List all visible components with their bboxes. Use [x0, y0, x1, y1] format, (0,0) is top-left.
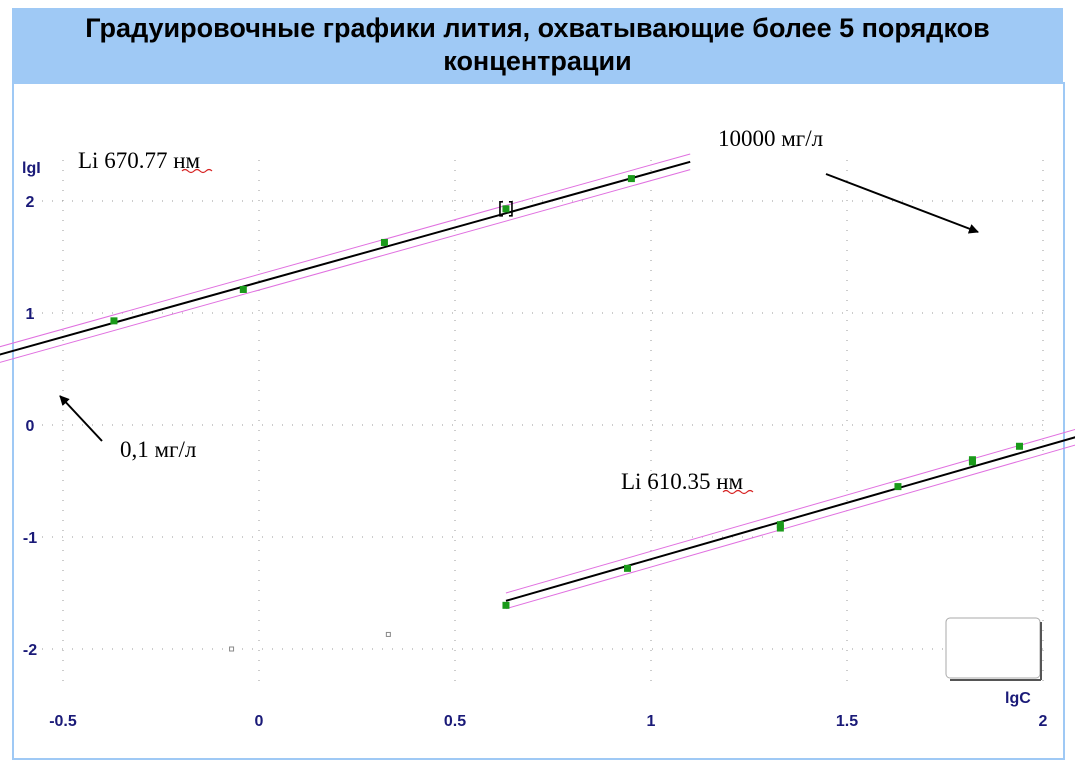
x-tick-label: 0.5	[444, 713, 466, 730]
data-point	[502, 205, 510, 213]
confidence-band-upper	[505, 428, 1075, 594]
confidence-bands	[0, 153, 1075, 610]
data-point	[110, 317, 118, 325]
confidence-band-upper	[0, 153, 691, 348]
data-points	[110, 175, 1023, 652]
chart-frame	[12, 82, 1065, 760]
arrow-to-10000	[825, 173, 979, 234]
fit-line	[0, 160, 691, 356]
y-tick-label: 1	[26, 306, 35, 323]
spellcheck-underline	[181, 168, 213, 174]
x-tick-label: 1	[647, 713, 656, 730]
title-banner: Градуировочные графики лития, охватывающ…	[12, 8, 1063, 82]
y-tick-label: 2	[26, 194, 35, 211]
fit-line	[505, 436, 1075, 602]
annotation-li610: Li 610.35 нм	[621, 469, 743, 494]
confidence-band-lower	[505, 444, 1075, 610]
x-axis-label: lgC	[1005, 690, 1031, 707]
x-tick-label: 2	[1039, 713, 1048, 730]
data-point	[776, 521, 784, 529]
y-tick-label: -2	[23, 642, 37, 659]
annotation-10000: 10000 мг/л	[718, 126, 823, 151]
fit-lines	[0, 160, 1075, 602]
data-point	[1015, 442, 1023, 450]
confidence-band-lower	[0, 169, 691, 363]
data-point	[894, 483, 902, 491]
x-tick-label: 1.5	[836, 713, 858, 730]
data-point	[968, 456, 976, 464]
selection-bracket-right	[508, 201, 513, 217]
data-point	[502, 601, 510, 609]
data-point	[380, 238, 388, 246]
spellcheck-underline	[722, 489, 754, 495]
annotation-li670: Li 670.77 нм	[78, 148, 200, 173]
x-tick-label: 0	[255, 713, 264, 730]
data-point	[627, 175, 635, 183]
selection-bracket-left	[499, 201, 503, 217]
annotation-0-1: 0,1 мг/л	[120, 437, 196, 462]
y-tick-label: 0	[26, 418, 35, 435]
grid	[32, 160, 1048, 690]
chart-title: Градуировочные графики лития, охватывающ…	[85, 13, 990, 76]
arrow-to-0-1	[59, 395, 103, 442]
data-point	[239, 285, 247, 293]
x-tick-label: -0.5	[49, 713, 77, 730]
y-axis-label: lgI	[22, 160, 41, 177]
tick-labels: -1-0.500.511.522.533.5210-1-2	[23, 194, 1048, 730]
legend-box	[945, 617, 1041, 679]
open-marker	[229, 646, 235, 652]
data-point	[623, 564, 631, 572]
y-tick-label: -1	[23, 530, 37, 547]
open-marker	[385, 631, 391, 637]
